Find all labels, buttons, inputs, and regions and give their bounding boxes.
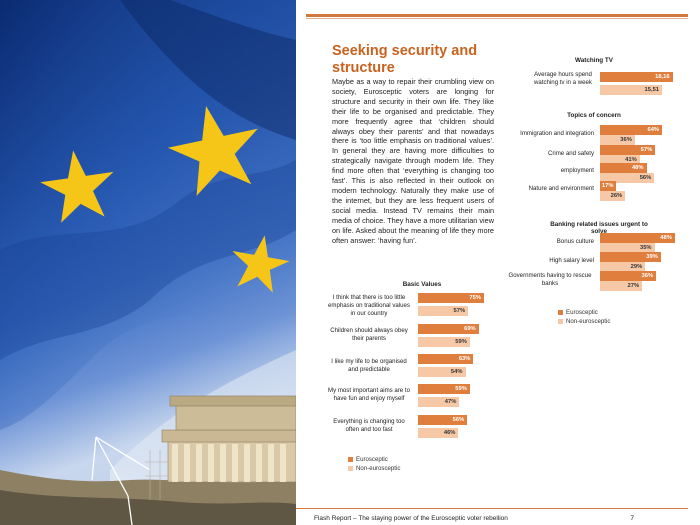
bar-value-label: 15,51 xyxy=(644,87,660,93)
bar-non-eurosceptic: 35% xyxy=(600,243,655,253)
bar-eurosceptic: 64% xyxy=(600,125,663,135)
bar-value-label: 36% xyxy=(620,137,632,143)
category-label: My most important aims are to have fun a… xyxy=(328,387,410,402)
category-label: Bonus culture xyxy=(556,238,594,245)
bar-value-label: 27% xyxy=(627,283,640,289)
bar-non-eurosceptic: 56% xyxy=(600,173,655,183)
bar-non-eurosceptic: 47% xyxy=(418,397,460,407)
article-title: Seeking security and structure xyxy=(332,43,478,76)
chart-title: Banking related issues urgent to solve xyxy=(550,221,648,235)
bar-value-label: 75% xyxy=(469,295,481,301)
bar-value-label: 57% xyxy=(453,308,466,314)
bar-value-label: 59% xyxy=(455,386,467,392)
top-rule-thin xyxy=(306,18,688,19)
legend-label: Eurosceptic xyxy=(566,309,598,316)
bar-eurosceptic: 36% xyxy=(600,271,657,281)
footer-rule xyxy=(296,508,688,509)
bar-value-label: 54% xyxy=(450,369,463,375)
bar-eurosceptic: 18,16 xyxy=(600,72,673,82)
footer-text: Flash Report – The staying power of the … xyxy=(314,515,508,522)
top-rule xyxy=(306,14,688,17)
page-number: 7 xyxy=(630,515,634,522)
bar-value-label: 17% xyxy=(601,183,614,189)
category-label: Average hours spend watching tv in a wee… xyxy=(534,71,592,86)
bar-eurosceptic: 69% xyxy=(418,324,479,334)
bar-eurosceptic: 48% xyxy=(600,163,647,173)
bar-value-label: 69% xyxy=(464,326,476,332)
bar-eurosceptic: 39% xyxy=(600,252,661,262)
bar-value-label: 47% xyxy=(444,399,457,405)
category-label: employment xyxy=(560,167,594,174)
bar-value-label: 56% xyxy=(452,417,465,423)
bar-value-label: 64% xyxy=(647,127,660,133)
eu-flag-acropolis-photo xyxy=(0,0,296,525)
category-label: Governments having to rescue banks xyxy=(508,272,592,287)
legend-label: Eurosceptic xyxy=(356,456,388,463)
report-page: Seeking security and structure Maybe as … xyxy=(296,0,700,525)
article-body: Maybe as a way to repair their crumbling… xyxy=(332,77,494,245)
category-label: I think that there is too little emphasi… xyxy=(328,294,410,317)
bar-value-label: 48% xyxy=(631,165,644,171)
bar-value-label: 56% xyxy=(639,175,652,181)
parthenon-ruins xyxy=(161,395,296,483)
bar-value-label: 26% xyxy=(610,193,623,199)
legend-swatch-eurosceptic xyxy=(558,310,563,315)
chart-title: Basic Values xyxy=(402,281,442,288)
bar-non-eurosceptic: 41% xyxy=(600,155,640,165)
photo-illustration xyxy=(0,0,296,525)
bar-value-label: 59% xyxy=(455,339,467,345)
bar-non-eurosceptic: 15,51 xyxy=(600,85,663,95)
flag-star-icon xyxy=(40,105,290,293)
bar-eurosceptic: 48% xyxy=(600,233,675,243)
bar-non-eurosceptic: 27% xyxy=(600,281,643,291)
chart-title: Watching TV xyxy=(575,57,613,64)
bar-eurosceptic: 59% xyxy=(418,384,470,394)
bar-value-label: 63% xyxy=(458,356,471,362)
bar-non-eurosceptic: 29% xyxy=(600,262,646,272)
category-label: Crime and safety xyxy=(547,150,594,157)
legend-label: Non-eurosceptic xyxy=(566,318,611,325)
bar-value-label: 48% xyxy=(660,235,672,241)
chart-legend: Eurosceptic Non-eurosceptic xyxy=(558,308,610,326)
bar-non-eurosceptic: 36% xyxy=(600,135,635,145)
category-label: High salary level xyxy=(549,257,594,264)
chart-title: Topics of concern xyxy=(567,112,621,119)
category-label: Everything is changing too often and too… xyxy=(333,418,405,433)
bar-value-label: 57% xyxy=(640,147,653,153)
bar-value-label: 39% xyxy=(646,254,658,260)
bar-value-label: 36% xyxy=(641,273,654,279)
bar-non-eurosceptic: 46% xyxy=(418,428,459,438)
bar-non-eurosceptic: 59% xyxy=(418,337,470,347)
bar-eurosceptic: 75% xyxy=(418,293,484,303)
chart-legend: Eurosceptic Non-eurosceptic xyxy=(348,455,400,473)
category-label: Nature and environment xyxy=(528,185,594,192)
category-label: Immigration and integration xyxy=(520,130,594,137)
crane xyxy=(91,436,151,525)
category-label: I like my life to be organised and predi… xyxy=(331,358,407,373)
legend-swatch-non-eurosceptic xyxy=(348,466,353,471)
legend-swatch-non-eurosceptic xyxy=(558,319,563,324)
bar-value-label: 46% xyxy=(443,430,456,436)
bar-value-label: 18,16 xyxy=(655,74,670,80)
bar-value-label: 41% xyxy=(625,157,637,163)
bar-value-label: 29% xyxy=(630,264,643,270)
bar-value-label: 35% xyxy=(639,245,652,251)
bar-non-eurosceptic: 57% xyxy=(418,306,469,316)
category-label: Children should always obey their parent… xyxy=(330,327,408,342)
bar-non-eurosceptic: 54% xyxy=(418,367,466,377)
bar-eurosceptic: 17% xyxy=(600,181,617,191)
legend-label: Non-eurosceptic xyxy=(356,465,401,472)
bar-non-eurosceptic: 26% xyxy=(600,191,626,201)
legend-swatch-eurosceptic xyxy=(348,457,353,462)
bar-eurosceptic: 57% xyxy=(600,145,656,155)
bar-eurosceptic: 63% xyxy=(418,354,474,364)
bar-eurosceptic: 56% xyxy=(418,415,468,425)
